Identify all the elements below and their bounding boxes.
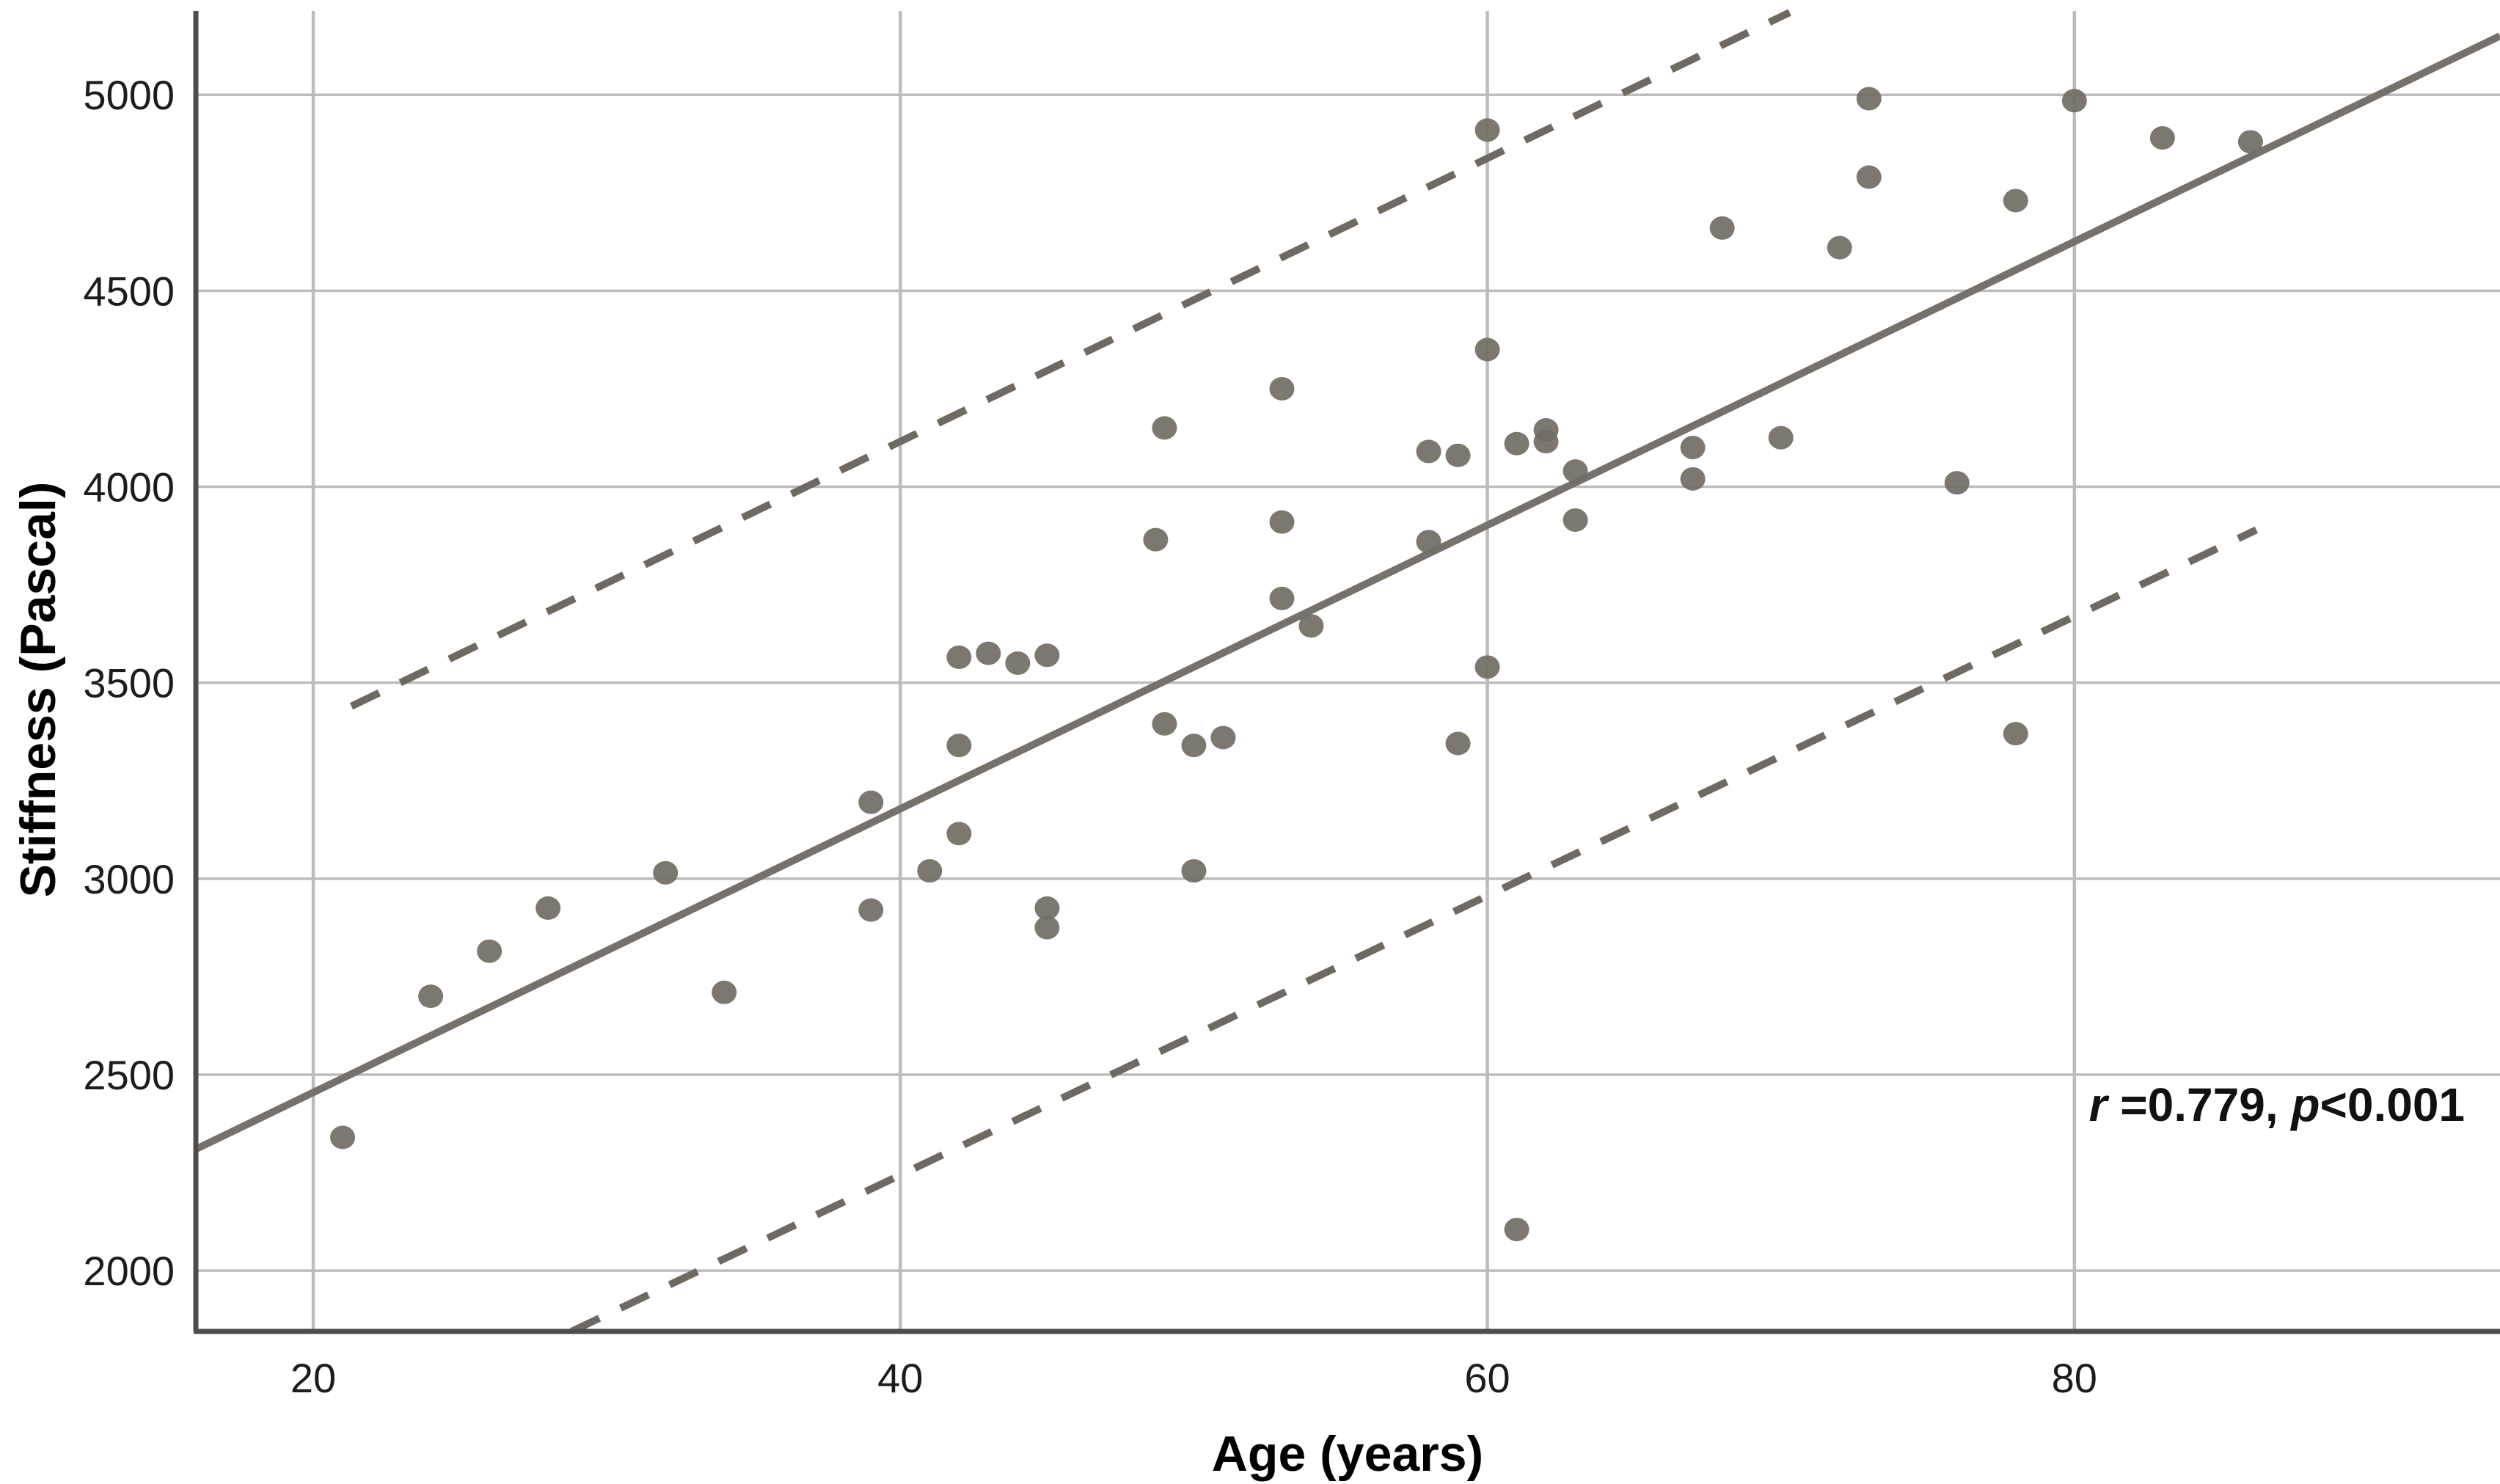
r-symbol: r [2089,1078,2110,1131]
data-point [330,1125,356,1149]
data-point [653,860,679,885]
data-point [1709,216,1735,240]
data-point [946,822,972,846]
data-point [2003,722,2028,746]
data-point [1562,508,1588,532]
data-point [858,790,884,814]
upper-confidence-dashed-line [349,9,1791,710]
y-axis-title: Stiffness (Pascal) [10,482,66,898]
data-point [1269,510,1295,534]
data-point [1152,416,1177,440]
data-point [2003,189,2028,213]
y-tick-label: 2500 [83,1052,175,1098]
regression-line [196,32,2500,1153]
data-point [1143,527,1169,552]
x-tick-label: 80 [2052,1355,2097,1401]
data-point [1504,431,1529,456]
y-tick-labels: 2000 2500 3000 3500 4000 4500 5000 [83,72,175,1294]
x-tick-labels: 20 40 60 80 [290,1355,2097,1401]
y-tick-label: 4000 [83,464,175,511]
data-point [1474,655,1500,679]
x-tick-label: 20 [290,1355,336,1401]
data-point [1562,459,1588,483]
data-point [1210,725,1236,750]
data-point [712,980,737,1004]
data-point [1416,530,1441,554]
data-point [477,939,502,963]
p-symbol: p [2289,1078,2320,1131]
y-tick-label: 5000 [83,72,175,118]
data-point [1152,712,1177,736]
data-point [2149,125,2175,150]
data-point [1680,436,1706,460]
data-point [418,984,444,1009]
data-point [1680,467,1706,491]
y-tick-label: 2000 [83,1248,175,1294]
gridlines [196,11,2500,1331]
data-point [858,898,884,922]
data-point [1533,430,1559,454]
data-point [1269,376,1295,401]
y-tick-label: 3000 [83,856,175,902]
data-point [917,859,943,883]
x-tick-label: 40 [877,1355,923,1401]
data-point [1944,471,1970,495]
data-point [536,896,561,920]
data-point [1474,337,1500,362]
data-point [1445,443,1471,467]
data-point [1856,87,1882,111]
y-tick-label: 4500 [83,268,175,314]
y-tick-label: 3500 [83,660,175,706]
data-point [1768,425,1794,450]
x-tick-label: 60 [1464,1355,1510,1401]
data-point [1181,859,1207,883]
data-point [1416,439,1441,464]
data-point [1181,734,1207,758]
data-point [2061,89,2087,113]
data-point [976,641,1001,665]
data-point [1504,1218,1529,1242]
data-point [2237,130,2263,154]
correlation-annotation: r =0.779, p<0.001 [2089,1078,2465,1131]
data-point [1445,731,1471,756]
x-axis-title: Age (years) [1212,1426,1483,1482]
data-point [946,734,972,758]
data-point [1034,896,1060,920]
data-point [1034,915,1060,940]
data-point [1856,165,1882,189]
data-point [1269,586,1295,610]
p-value: <0.001 [2320,1078,2465,1131]
data-point [1034,643,1060,668]
data-point [946,645,972,669]
data-point [1005,651,1031,675]
data-point [1827,235,1852,260]
r-value: =0.779, [2108,1078,2292,1131]
data-point [1298,614,1324,638]
fit-lines [196,9,2500,1334]
lower-confidence-dashed-line [570,526,2259,1334]
data-point [1474,118,1500,142]
scatter-points [330,87,2263,1242]
